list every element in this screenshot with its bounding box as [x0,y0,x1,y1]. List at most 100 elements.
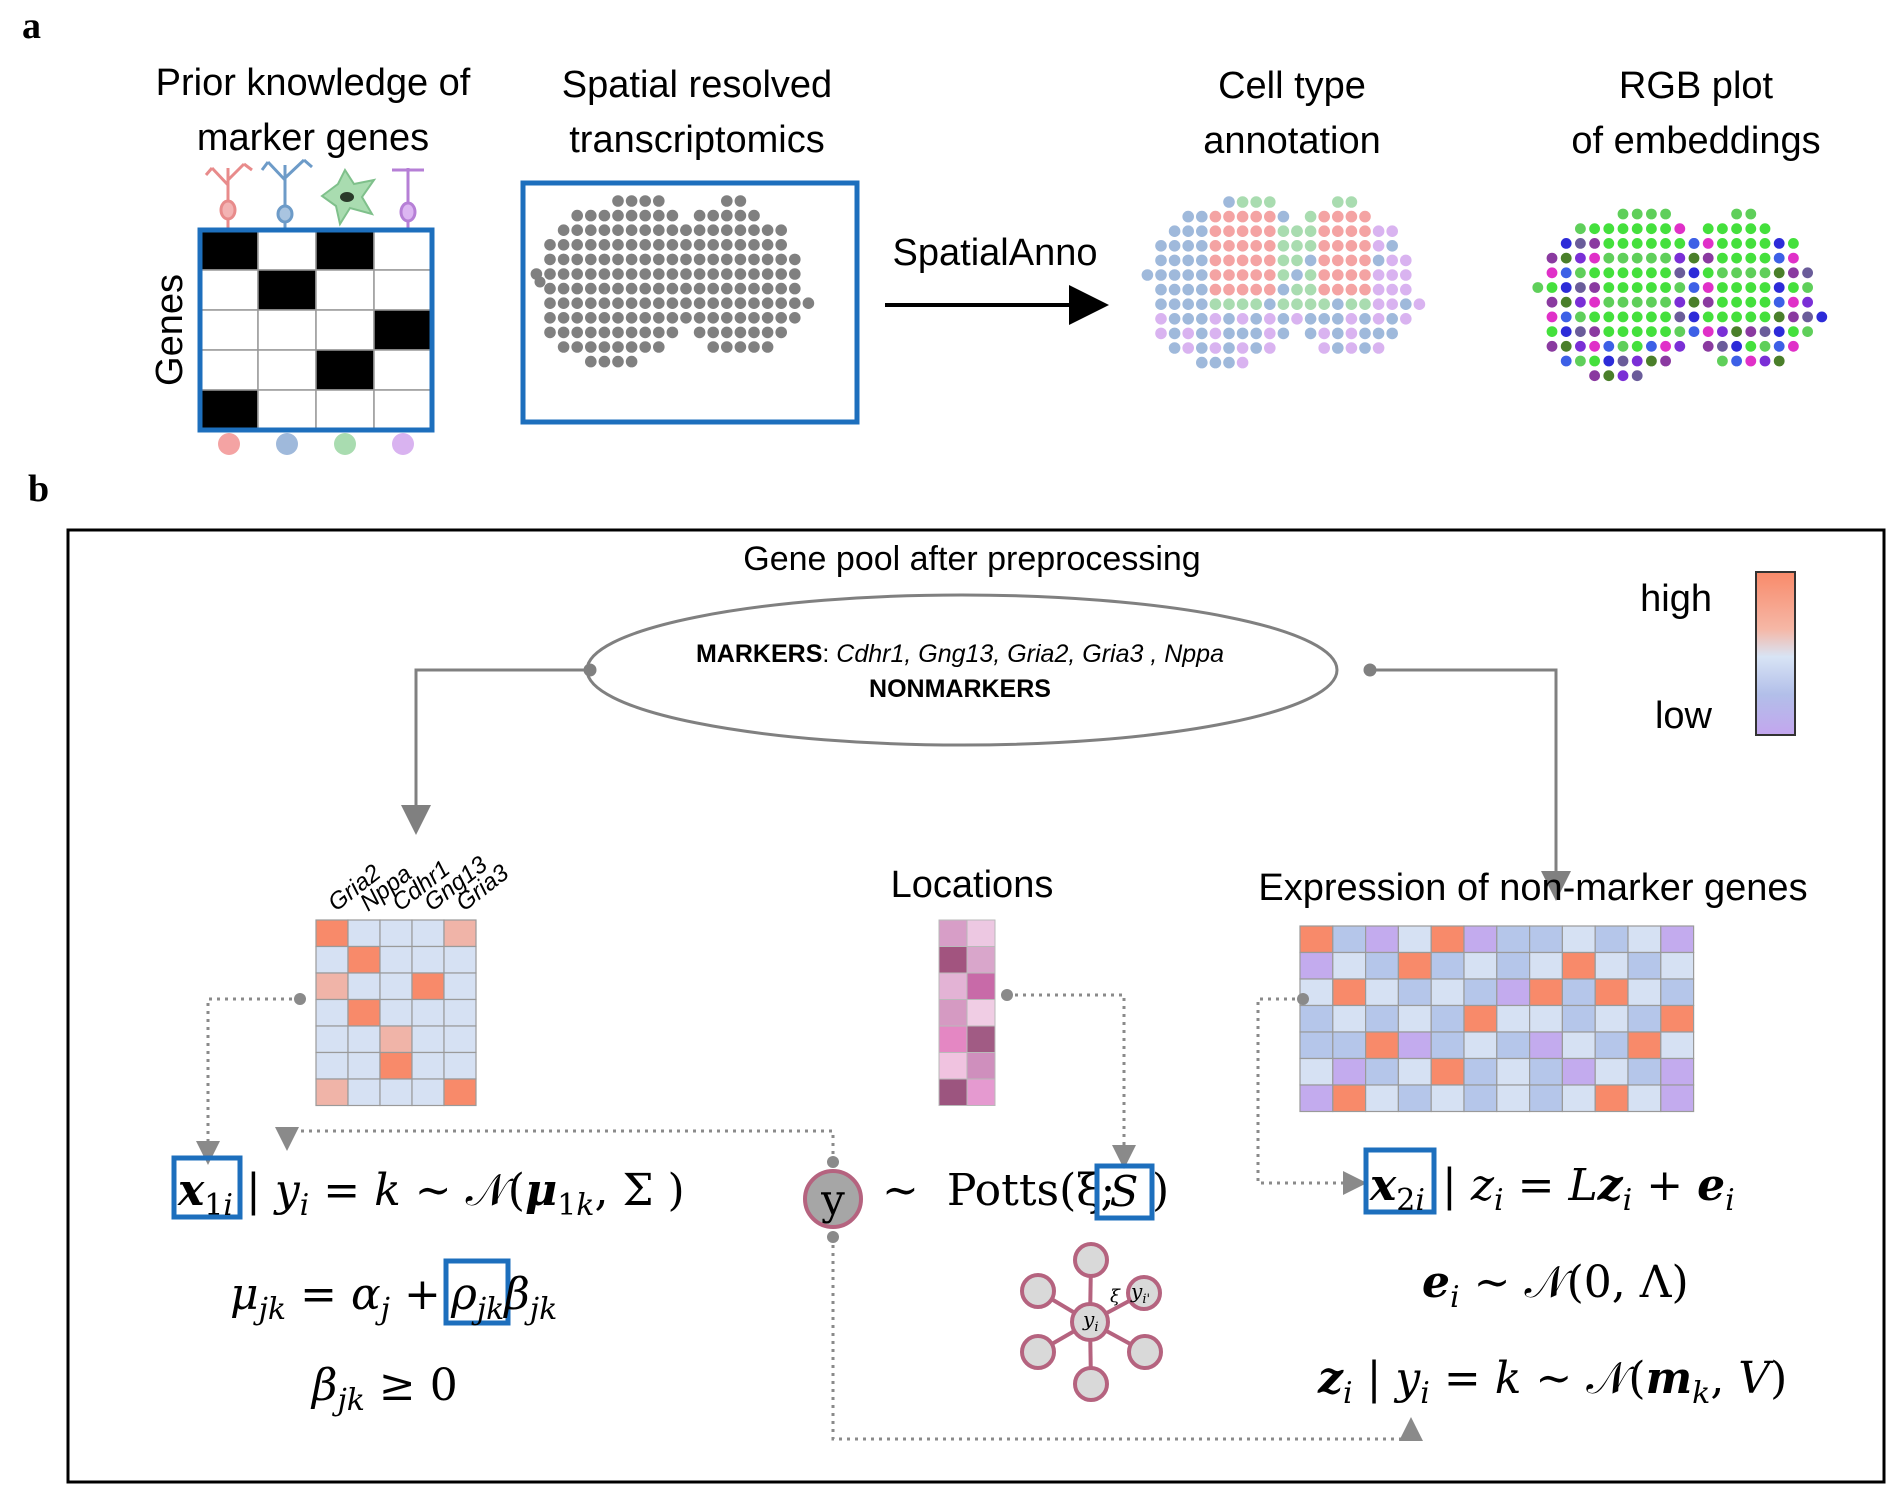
rgb-spot [1731,355,1742,367]
annotation-spot [1345,298,1358,311]
nonmarker-heat-cell [1528,1057,1563,1086]
annotation-spot [1304,269,1317,281]
annotation-spot [1318,298,1330,311]
srt-spot [693,312,706,324]
annotation-spot [1155,313,1167,325]
rgb-spot [1788,282,1799,293]
svg-text:| yi = k ~ 𝒩(μ1k, Σ ): | yi = k ~ 𝒩(μ1k, Σ ) [246,1165,685,1223]
cell-type-dots [218,433,414,455]
marker-matrix-cell [199,269,259,311]
rgb-spot [1560,326,1572,337]
marker-matrix-cell [199,229,259,271]
location-heat-cell [966,1078,996,1106]
nonmarker-heat-cell [1660,1084,1695,1113]
srt-spot [625,312,638,324]
nonmarker-heat-cell [1430,1031,1465,1060]
srt-spot [666,326,679,339]
srt-spot [612,312,624,324]
annotation-spot [1332,269,1344,281]
srt-spot [557,297,570,310]
rgb-spot [1674,223,1686,235]
srt-spot [666,209,679,222]
srt-spot [612,224,624,236]
marker-heat-cell [411,1025,445,1054]
annotation-spot [1332,254,1344,267]
rgb-spot [1731,340,1742,352]
srt-spot [639,312,651,324]
annotation-spot [1359,313,1371,325]
marker-heat-cell [315,945,349,974]
srt-spot [625,239,638,251]
nonmarker-heat-cell [1430,1084,1465,1113]
srt-spot [612,282,624,295]
svg-text:ei ~ 𝒩(0, Λ): ei ~ 𝒩(0, Λ) [1422,1257,1689,1315]
annotation-spot [1345,313,1358,325]
srt-spot [789,253,801,266]
nonmarker-heat-cell [1561,1084,1596,1113]
annotation-spot [1318,342,1330,354]
rgb-spot [1631,267,1643,279]
rgb-spot [1802,311,1813,323]
srt-spot [639,253,651,266]
nonmarker-heat-cell [1594,978,1629,1007]
marker-matrix-cell [199,349,259,391]
srt-spot [721,253,733,266]
rgb-spot [1674,252,1686,264]
annotation-spot [1359,298,1371,311]
annotation-spot [1236,298,1249,311]
marker-matrix-cell [373,229,433,271]
annotation-spot [1155,298,1167,311]
nonmarker-heat-cell [1364,1084,1399,1113]
rgb-spot [1660,267,1671,279]
rgb-spot [1759,282,1771,293]
srt-spot [612,209,624,222]
annotation-spot [1141,269,1154,281]
rgb-spot [1702,267,1714,279]
rgb-spot [1631,223,1643,235]
srt-spot [612,355,624,368]
annotation-spot [1372,269,1385,281]
rgb-spot [1660,326,1671,337]
rgb-spot [1759,267,1771,279]
rgb-spot [1702,340,1714,352]
annotation-spot [1291,225,1303,237]
rgb-title-line2: of embeddings [1571,120,1820,162]
rgb-spot [1589,370,1600,382]
cell-type-dot [218,433,240,455]
markers-line: MARKERS: Cdhr1, Gng13, Gria2, Gria3 , Np… [696,640,1224,668]
annotation-spot [1250,327,1262,340]
annotation-spot [1291,298,1303,311]
rgb-spot [1589,355,1600,367]
nonmarker-heat-cell [1561,1031,1596,1060]
annotation-spot [1291,283,1303,296]
srt-spot-array [530,195,815,368]
rgb-spot [1702,326,1714,337]
annotation-spot [1345,269,1358,281]
srt-spot [653,253,665,266]
rgb-spot [1773,252,1785,264]
srt-spot [761,253,774,266]
nonmarker-heat-cell [1627,1004,1662,1033]
srt-spot [734,239,747,251]
annotation-spot [1236,269,1249,281]
srt-spot [775,297,787,310]
annotation-spot [1372,327,1385,340]
annotation-spot [1359,327,1371,340]
rgb-spot [1717,311,1728,323]
marker-heat-cell [411,972,445,1001]
annotation-spot [1291,254,1303,267]
annotation-spot [1223,210,1235,223]
srt-spot [707,253,719,266]
annotation-spot [1236,196,1249,208]
srt-spot [585,282,597,295]
rgb-spot [1688,311,1700,323]
rgb-spot [1702,311,1714,323]
annotation-spot [1372,342,1385,354]
srt-spot [748,341,760,353]
srt-spot [612,239,624,251]
nonmarker-heat-cell [1594,951,1629,980]
rgb-spot [1560,238,1572,249]
marker-matrix-cell [257,229,317,271]
nonmarker-heat-cell [1627,1031,1662,1060]
annotation-spot [1182,225,1194,237]
